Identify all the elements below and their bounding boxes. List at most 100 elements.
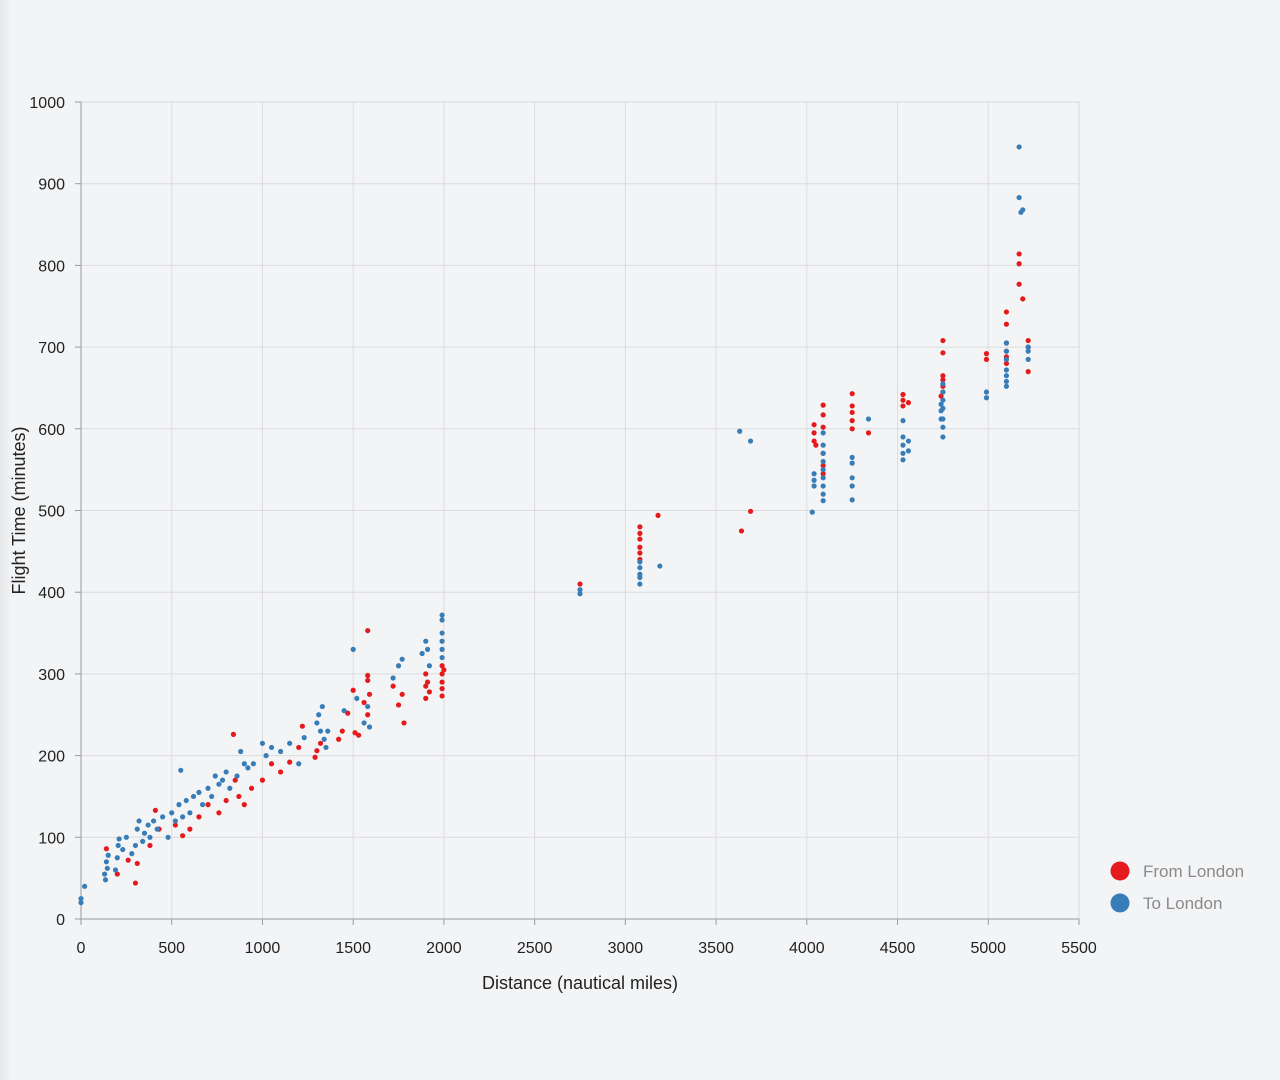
data-point — [365, 703, 371, 710]
data-point — [187, 826, 193, 832]
data-point — [637, 559, 643, 565]
data-point — [1003, 356, 1010, 362]
legend-item[interactable]: To London — [1110, 893, 1223, 914]
data-point — [1003, 340, 1010, 346]
data-point — [212, 773, 218, 779]
data-point — [241, 761, 247, 767]
data-point — [245, 765, 251, 771]
data-point — [849, 391, 855, 397]
x-tick-label: 1000 — [245, 940, 281, 957]
data-points — [78, 144, 1031, 906]
legend-swatch — [1110, 893, 1130, 913]
data-point — [232, 777, 238, 783]
data-point — [1025, 348, 1031, 354]
data-point — [747, 438, 754, 444]
data-point — [160, 814, 166, 820]
data-point — [199, 802, 206, 808]
data-point — [172, 818, 178, 824]
data-point — [811, 471, 817, 477]
data-point — [820, 450, 826, 456]
y-tick-label: 900 — [38, 177, 65, 194]
data-point — [938, 393, 944, 399]
data-point — [1020, 296, 1026, 302]
data-point — [820, 424, 826, 430]
data-point — [441, 667, 447, 673]
data-point — [865, 430, 872, 436]
x-tick-label: 3500 — [698, 940, 734, 957]
data-point — [395, 702, 402, 708]
data-point — [365, 627, 371, 634]
data-point — [849, 454, 855, 460]
data-point — [655, 512, 661, 519]
data-point — [1016, 144, 1022, 150]
data-point — [820, 430, 826, 436]
data-point — [78, 895, 84, 902]
data-point — [234, 773, 240, 779]
data-point — [940, 416, 946, 422]
data-point — [1003, 321, 1010, 327]
data-point — [439, 671, 445, 677]
data-point — [905, 438, 912, 444]
legend[interactable]: From London To London — [1110, 861, 1245, 914]
data-point — [940, 397, 946, 403]
legend-label: To London — [1143, 894, 1222, 913]
data-point — [737, 428, 743, 434]
data-point — [314, 748, 320, 754]
data-point — [940, 373, 946, 379]
data-point — [811, 430, 817, 436]
data-point — [940, 389, 946, 395]
data-point — [296, 761, 302, 767]
data-point — [216, 781, 222, 787]
data-point — [354, 695, 360, 702]
data-point — [983, 351, 990, 357]
data-point — [123, 834, 129, 840]
data-point — [196, 814, 202, 820]
x-tick-label: 4500 — [880, 940, 916, 957]
data-point — [1020, 207, 1026, 213]
data-point — [577, 591, 583, 597]
data-point — [657, 563, 663, 569]
x-tick-label: 2000 — [426, 940, 462, 957]
x-axis-title: Distance (nautical miles) — [482, 973, 678, 993]
data-point — [1003, 367, 1010, 373]
y-axis-title: Flight Time (minutes) — [9, 426, 29, 594]
data-point — [321, 736, 327, 742]
data-point — [112, 867, 119, 873]
data-point — [940, 434, 946, 440]
data-point — [900, 450, 906, 456]
y-tick-label: 600 — [38, 422, 65, 439]
data-point — [287, 740, 293, 746]
data-point — [132, 880, 139, 886]
data-point — [205, 785, 211, 791]
data-point — [120, 846, 126, 853]
data-point — [849, 460, 855, 466]
data-point — [1003, 383, 1010, 389]
data-point — [250, 761, 256, 767]
data-point — [350, 646, 356, 652]
data-point — [820, 467, 826, 473]
data-point — [820, 412, 826, 418]
data-point — [390, 683, 396, 689]
data-point — [319, 703, 325, 710]
data-point — [577, 581, 583, 587]
data-point — [637, 536, 643, 542]
legend-item[interactable]: From London — [1110, 861, 1245, 882]
data-point — [849, 475, 855, 481]
data-point — [865, 416, 872, 422]
data-point — [178, 767, 184, 773]
data-point — [1003, 360, 1010, 367]
data-point — [219, 777, 226, 783]
data-point — [183, 797, 189, 804]
data-point — [849, 426, 855, 432]
data-point — [1003, 309, 1010, 315]
data-point — [900, 397, 906, 403]
data-point — [637, 524, 643, 530]
data-point — [940, 424, 946, 430]
data-point — [439, 686, 445, 692]
y-tick-label: 400 — [38, 585, 65, 602]
data-point — [115, 842, 121, 849]
data-point — [900, 442, 906, 448]
data-point — [216, 810, 222, 816]
data-point — [78, 900, 84, 906]
data-point — [637, 565, 643, 571]
